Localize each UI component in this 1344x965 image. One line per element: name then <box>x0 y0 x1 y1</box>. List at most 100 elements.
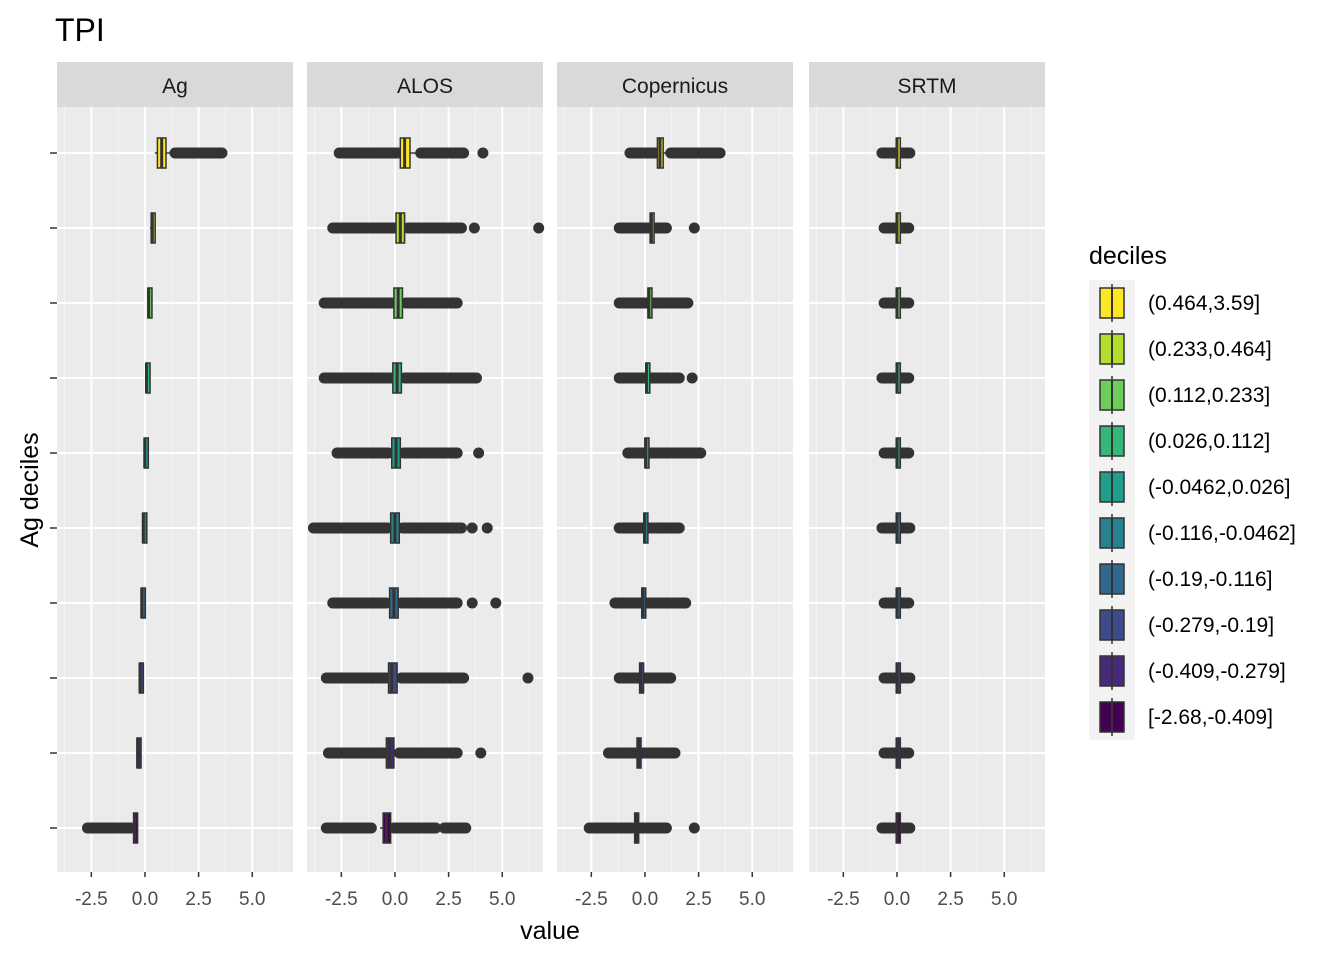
outlier-point <box>477 147 489 159</box>
legend-label: (-0.19,-0.116] <box>1148 568 1273 591</box>
box-alos-decile-8 <box>318 287 463 319</box>
x-tick-label: 0.0 <box>884 889 910 910</box>
box-srtm-decile-10 <box>876 137 916 169</box>
box-srtm-decile-1 <box>876 812 916 844</box>
x-tick-label: -2.5 <box>575 889 608 910</box>
plot-title: TPI <box>55 12 105 48</box>
x-tick-label: 2.5 <box>435 889 461 910</box>
facet-strip <box>557 62 793 107</box>
legend-label: (-0.409,-0.279] <box>1148 660 1286 683</box>
panel-background <box>57 107 293 872</box>
box-copernicus-decile-1 <box>583 812 700 844</box>
x-tick-label: 5.0 <box>489 889 515 910</box>
outlier-point <box>468 222 480 234</box>
box-ag-decile-9 <box>149 212 156 244</box>
legend-label: (0.464,3.59] <box>1148 292 1260 315</box>
outlier-point <box>475 747 487 759</box>
legend: deciles (0.464,3.59] (0.233,0.464] (0.112,… <box>1089 242 1296 740</box>
x-tick-label: 0.0 <box>132 889 158 910</box>
x-tick-label: 2.5 <box>185 889 211 910</box>
x-tick-label: 5.0 <box>739 889 765 910</box>
facet-strip-label: Ag <box>162 75 188 98</box>
panel-background <box>557 107 793 872</box>
facet-strip-label: Copernicus <box>622 75 728 98</box>
box-ag-decile-5 <box>141 512 148 544</box>
outlier-point <box>473 447 485 459</box>
box-ag-decile-4 <box>140 587 147 619</box>
x-tick-label: 2.5 <box>937 889 963 910</box>
box-srtm-decile-9 <box>878 212 915 244</box>
box-srtm-decile-6 <box>878 437 915 469</box>
panel-background <box>809 107 1045 872</box>
box-copernicus-decile-9 <box>613 212 700 244</box>
legend-label: (-0.279,-0.19] <box>1148 614 1274 637</box>
box-alos-decile-2 <box>322 737 487 769</box>
box-ag-decile-3 <box>138 662 145 694</box>
facet-strip <box>809 62 1045 107</box>
legend-item-9: (-0.409,-0.279] <box>1099 652 1286 690</box>
legend-item-8: (-0.279,-0.19] <box>1099 606 1274 644</box>
box-ag-decile-10 <box>154 137 228 169</box>
legend-title: deciles <box>1089 242 1167 270</box>
facet-strip <box>57 62 293 107</box>
panel-background <box>307 107 543 872</box>
outlier-point <box>481 522 493 534</box>
legend-label: [-2.68,-0.409] <box>1148 706 1273 729</box>
box-alos-decile-10 <box>333 137 489 169</box>
box-alos-decile-6 <box>331 437 485 469</box>
box-copernicus-decile-8 <box>613 287 694 319</box>
facet-panel-copernicus: Copernicus -2.5 0.0 2.5 5.0 <box>557 62 793 910</box>
facet-panel-alos: ALOS -2.5 0.0 2.5 5.0 <box>307 62 545 910</box>
box-alos-decile-3 <box>320 662 534 694</box>
box-ag-decile-6 <box>143 437 150 469</box>
box-copernicus-decile-6 <box>622 437 707 469</box>
legend-item-6: (-0.116,-0.0462] <box>1099 514 1296 552</box>
facet-panel-srtm: SRTM -2.5 0.0 2.5 5.0 <box>809 62 1045 910</box>
facet-strip <box>307 62 543 107</box>
legend-item-4: (0.026,0.112] <box>1099 422 1270 460</box>
x-tick-label: 5.0 <box>991 889 1017 910</box>
outlier-point <box>686 372 698 384</box>
box-copernicus-decile-5 <box>613 512 685 544</box>
outlier-point <box>490 597 502 609</box>
x-tick-label: 2.5 <box>685 889 711 910</box>
box-ag-decile-8 <box>147 287 153 319</box>
box-alos-decile-1 <box>320 812 472 844</box>
legend-item-1: (0.464,3.59] <box>1099 284 1260 322</box>
legend-item-7: (-0.19,-0.116] <box>1099 560 1273 598</box>
legend-label: (-0.0462,0.026] <box>1148 476 1290 499</box>
y-axis-title: Ag deciles <box>16 432 44 547</box>
box-copernicus-decile-7 <box>613 362 698 394</box>
outlier-point <box>688 222 700 234</box>
box-alos-decile-5 <box>307 512 493 544</box>
legend-label: (0.026,0.112] <box>1148 430 1270 453</box>
facet-panel-ag: Ag -2.5 0.0 2.5 5.0 <box>50 62 293 910</box>
x-tick-label: 0.0 <box>382 889 408 910</box>
box-ag-decile-1 <box>81 812 139 844</box>
box-copernicus-decile-10 <box>624 137 726 169</box>
facet-strip-label: SRTM <box>897 75 956 98</box>
x-tick-label: 0.0 <box>632 889 658 910</box>
legend-item-2: (0.233,0.464] <box>1099 330 1272 368</box>
box-copernicus-decile-3 <box>613 662 677 694</box>
x-tick-label: 5.0 <box>239 889 265 910</box>
box-alos-decile-9 <box>327 212 545 244</box>
box-ag-decile-7 <box>144 362 151 394</box>
outlier-point <box>688 822 700 834</box>
box-alos-decile-7 <box>318 362 482 394</box>
outlier-point <box>466 597 478 609</box>
x-tick-label: -2.5 <box>325 889 358 910</box>
box-srtm-decile-2 <box>878 737 915 769</box>
box-copernicus-decile-4 <box>609 587 692 619</box>
legend-item-10: [-2.68,-0.409] <box>1099 698 1273 736</box>
box-srtm-decile-3 <box>878 662 916 694</box>
facet-strip-label: ALOS <box>397 75 453 98</box>
box-copernicus-decile-2 <box>602 737 681 769</box>
x-tick-label: -2.5 <box>75 889 108 910</box>
legend-label: (0.112,0.233] <box>1148 384 1270 407</box>
box-alos-decile-4 <box>327 587 502 619</box>
legend-label: (-0.116,-0.0462] <box>1148 522 1296 545</box>
